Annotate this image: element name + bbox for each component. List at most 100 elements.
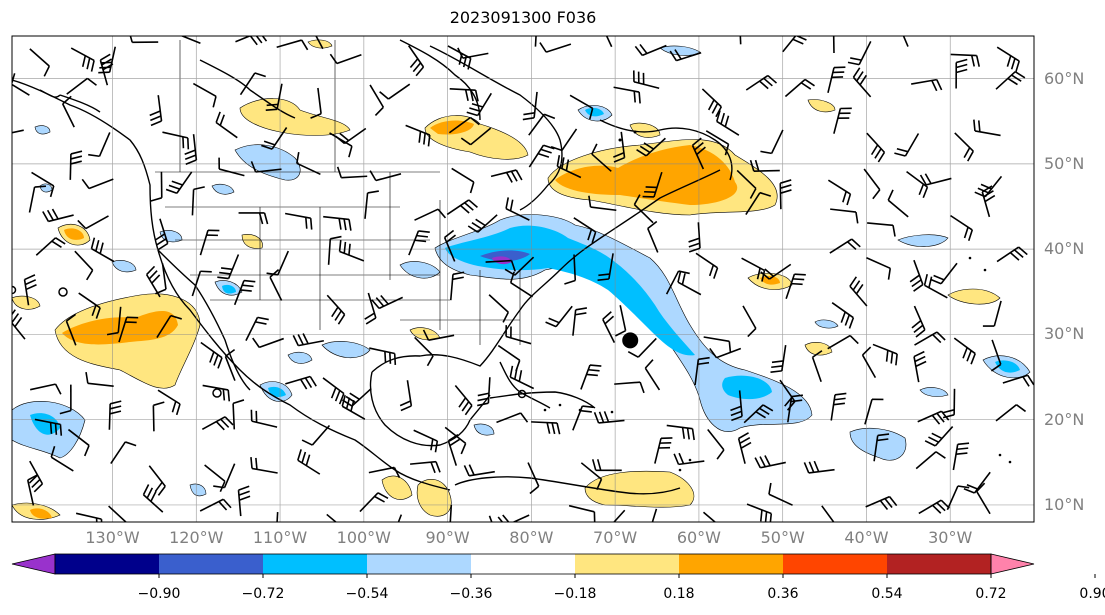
wind-barb bbox=[129, 36, 159, 44]
wind-barb bbox=[408, 45, 425, 77]
wind-barb bbox=[768, 482, 793, 506]
wind-barb bbox=[110, 441, 137, 464]
wind-barb bbox=[597, 253, 614, 282]
wind-barb bbox=[973, 119, 1001, 137]
wind-barb bbox=[739, 36, 742, 45]
wind-barb bbox=[982, 300, 1002, 327]
wind-barb bbox=[215, 111, 238, 139]
wind-barb bbox=[923, 274, 948, 299]
wind-barb bbox=[833, 107, 852, 134]
wind-barb bbox=[654, 437, 673, 464]
wind-barb bbox=[364, 292, 377, 325]
wind-barb bbox=[66, 77, 97, 95]
lon-label: 120°W bbox=[169, 528, 224, 547]
wind-barb bbox=[894, 133, 920, 157]
graticule bbox=[12, 36, 1034, 522]
colorbar-segment bbox=[679, 554, 783, 574]
wind-barb bbox=[149, 95, 163, 127]
wind-barb bbox=[336, 166, 368, 179]
wind-barb bbox=[866, 257, 892, 280]
wind-barb bbox=[335, 127, 367, 145]
wind-barb bbox=[909, 259, 924, 292]
wind-barb bbox=[204, 464, 226, 493]
wind-barb bbox=[218, 157, 245, 177]
wind-barb bbox=[644, 359, 661, 391]
wind-barb bbox=[787, 394, 804, 423]
wind-barb bbox=[78, 292, 101, 319]
wind-barb bbox=[636, 137, 666, 157]
wind-barb bbox=[88, 132, 111, 158]
lon-label: 30°W bbox=[928, 528, 973, 547]
wind-barb bbox=[323, 215, 352, 231]
wind-barb bbox=[505, 197, 530, 221]
wind-barb bbox=[276, 512, 279, 522]
wind-barb bbox=[642, 171, 663, 198]
wind-barb bbox=[369, 347, 397, 365]
wind-barb bbox=[746, 503, 773, 522]
wind-barb bbox=[156, 314, 182, 338]
colorbar-extend-low bbox=[11, 553, 56, 575]
wind-barb bbox=[165, 171, 193, 195]
wind-barb bbox=[633, 194, 654, 224]
wind-barb bbox=[422, 329, 455, 341]
wind-barb bbox=[591, 143, 612, 172]
wind-barb bbox=[930, 262, 958, 285]
wind-barb bbox=[191, 186, 205, 216]
wind-barb bbox=[232, 399, 245, 430]
positive-region-baffin bbox=[239, 98, 351, 136]
wind-barb bbox=[572, 405, 594, 431]
wind-barb bbox=[261, 127, 288, 150]
wind-barb bbox=[852, 67, 872, 98]
wind-barb bbox=[1002, 374, 1034, 387]
wind-barb bbox=[527, 462, 540, 495]
wind-barb bbox=[887, 189, 909, 218]
colorbar-tick-label: 0.72 bbox=[975, 586, 1007, 602]
wind-barb bbox=[705, 130, 730, 156]
wind-barb bbox=[269, 269, 283, 301]
wind-barb bbox=[12, 129, 24, 134]
wind-barb bbox=[709, 347, 742, 359]
colorbar-tick-label: 0.54 bbox=[871, 586, 903, 602]
wind-barb bbox=[285, 375, 317, 390]
wind-barb bbox=[545, 305, 573, 328]
wind-barb bbox=[108, 505, 128, 522]
lon-label: 80°W bbox=[509, 528, 554, 547]
wind-barb bbox=[803, 460, 835, 474]
wind-barb bbox=[613, 86, 641, 104]
state-borders bbox=[155, 40, 521, 345]
wind-barb bbox=[252, 337, 284, 349]
wind-barb bbox=[865, 495, 898, 511]
wind-barb bbox=[688, 222, 701, 253]
wind-barb bbox=[81, 178, 114, 190]
wind-barb bbox=[192, 82, 217, 108]
coastlines bbox=[12, 39, 733, 495]
wind-barb bbox=[202, 384, 231, 402]
wind-barb bbox=[150, 171, 163, 202]
wind-barb bbox=[65, 313, 77, 346]
wind-barb bbox=[784, 78, 815, 98]
wind-barb bbox=[99, 53, 114, 86]
wind-barb bbox=[864, 398, 884, 425]
colorbar-extend-high bbox=[990, 553, 1035, 575]
negative-region-canada bbox=[234, 144, 301, 181]
wind-barb bbox=[872, 343, 898, 366]
wind-barb bbox=[496, 412, 529, 424]
wind-barb bbox=[509, 365, 535, 390]
wind-barb bbox=[217, 254, 240, 280]
wind-barb bbox=[509, 271, 534, 298]
wind-barb bbox=[924, 425, 954, 447]
wind-barb bbox=[154, 218, 169, 251]
wind-barb bbox=[329, 53, 362, 65]
wind-barb bbox=[716, 110, 740, 136]
wind-barb bbox=[528, 144, 555, 168]
lat-label: 10°N bbox=[1044, 494, 1085, 514]
map-title: 2023091300 F036 bbox=[449, 8, 597, 27]
wind-barb bbox=[634, 43, 667, 57]
wind-barb bbox=[736, 169, 757, 199]
wind-barb bbox=[70, 47, 95, 72]
wind-barb bbox=[399, 380, 413, 412]
wind-barb bbox=[297, 449, 321, 475]
wind-barb bbox=[446, 199, 478, 216]
wind-barb bbox=[651, 508, 658, 522]
wind-barb bbox=[322, 377, 345, 405]
